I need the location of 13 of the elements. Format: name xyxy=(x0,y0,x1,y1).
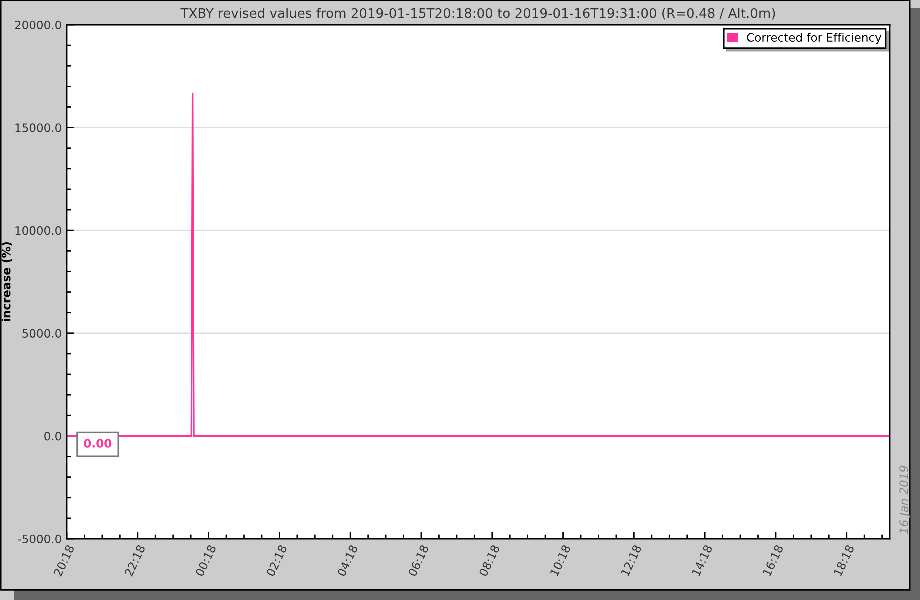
y-tick-label: 20000.0 xyxy=(15,20,62,30)
x-tick-label: 06:18 xyxy=(408,544,430,578)
text: 16 Jan 2019 xyxy=(900,466,910,534)
y-tick-label: 5000.0 xyxy=(22,329,62,338)
chart-title: TXBY revised values from 2019-01-15T20:18:00 to 2019-01-16T19:31:00 (R=0.48 / Alt.0m) xyxy=(180,8,776,20)
legend-label: Corrected for Efficiency xyxy=(747,33,882,44)
x-tick-label: 04:18 xyxy=(337,544,358,578)
y-tick-label: 15000.0 xyxy=(16,124,62,132)
y-tick-label: -5000.0 xyxy=(18,534,62,544)
y-tick-label: 10000.0 xyxy=(16,226,62,236)
y-axis-title: increase (%) xyxy=(2,242,12,322)
annotation: 0.00 xyxy=(84,439,112,448)
y-tick-label: 0.0 xyxy=(44,432,62,441)
